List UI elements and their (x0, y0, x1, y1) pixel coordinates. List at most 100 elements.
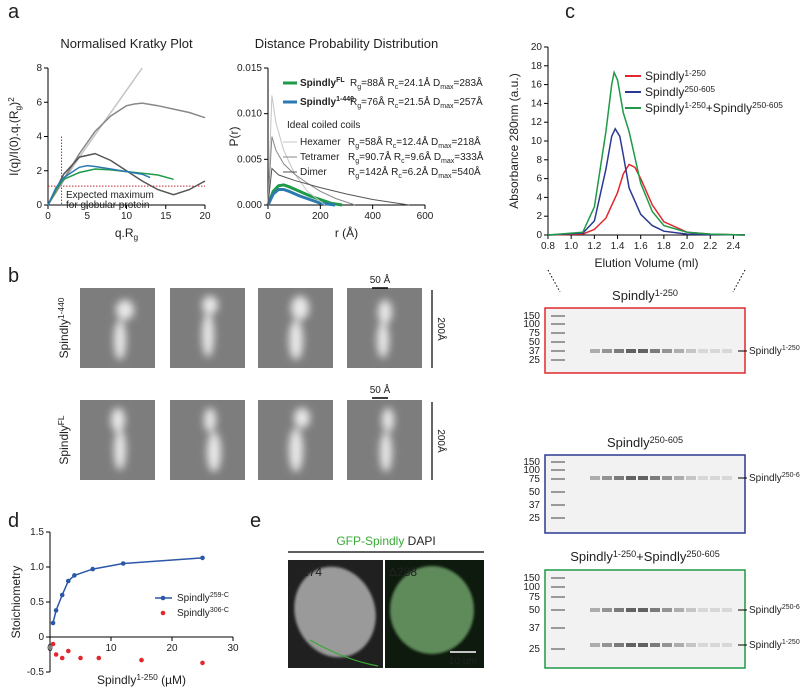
gel-band (698, 349, 708, 353)
text-part: (µM) (158, 673, 186, 687)
marker-label: 75 (529, 474, 541, 485)
scale-bar-label: 50 Å (370, 273, 391, 286)
scale-bar-label: 50 Å (370, 383, 391, 396)
legend-stats: Rg=76Å Rc=21.5Å Dmax=257Å (350, 95, 483, 110)
decor (80, 269, 746, 668)
ladder-band (551, 577, 565, 579)
series-line (547, 127, 746, 236)
marker-label: 37 (529, 623, 541, 634)
ladder-band (551, 609, 565, 611)
x-tick-label: 20 (199, 211, 211, 222)
y-tick-label: 1.0 (30, 562, 44, 573)
gel-band (638, 608, 648, 612)
gfp-fiber (309, 639, 379, 667)
y-tick-label: 16 (531, 80, 543, 91)
series-line (267, 136, 356, 206)
text-part: =90.7Å R (359, 150, 401, 163)
legend-label: Spindly306-C (177, 607, 229, 619)
legend-label: SpindlyFL (300, 77, 345, 89)
x-axis-label: q.Rg (115, 226, 139, 242)
x-tick-label: 10 (105, 643, 117, 654)
text-part: 259-C (210, 592, 229, 599)
point (72, 573, 77, 578)
text-part: ) (7, 102, 21, 106)
gel-title: Spindly1-250+Spindly250-605 (570, 549, 720, 564)
gel-band (686, 643, 696, 647)
height-bar-label: 200Å (435, 429, 448, 453)
y-tick-label: 0 (36, 200, 42, 211)
point (50, 620, 56, 626)
marker-label: 50 (529, 337, 541, 348)
gel (544, 307, 746, 374)
text-part: DAPI (404, 534, 435, 548)
legend-label: Hexamer (300, 137, 341, 148)
text-part: =58Å R (359, 135, 393, 148)
panel-label: e (250, 510, 261, 532)
y-axis-label: Absorbance 280nm (a.u.) (507, 73, 521, 208)
y-tick-label: 20 (531, 42, 543, 53)
x-tick-label: 2.4 (726, 241, 740, 252)
legend-label: Spindly259-C (177, 592, 229, 604)
marker-label: 150 (523, 311, 540, 322)
x-tick-label: 0.8 (541, 241, 555, 252)
text-part: Spindly (300, 97, 337, 108)
chart-title: Distance Probability Distribution (255, 36, 439, 51)
gel-band (686, 608, 696, 612)
image-label: Δ274 (294, 565, 322, 579)
gel-band (686, 349, 696, 353)
gel-band (614, 349, 624, 353)
nucleus (390, 566, 474, 654)
text-part: q.R (115, 226, 134, 240)
legend-marker (160, 610, 166, 616)
text-part: max (438, 173, 452, 180)
series-line (47, 164, 151, 206)
point (96, 655, 102, 661)
image-label: Δ288 (389, 565, 417, 579)
text-part: =76Å R (361, 95, 395, 108)
legend-stats: Rg=90.7Å Rc=9.6Å Dmax=333Å (348, 150, 484, 165)
panel-label: c (565, 1, 575, 23)
text-part: 250-605 (782, 604, 800, 611)
gel-band (590, 476, 600, 480)
panel-label: b (8, 265, 19, 287)
series-line (47, 168, 174, 206)
point (200, 660, 205, 666)
gel-band (686, 476, 696, 480)
text-part: Spindly (749, 605, 782, 616)
gel-band (662, 643, 672, 647)
point (53, 608, 59, 613)
x-axis-label: Elution Volume (ml) (594, 256, 698, 270)
text-part: =142Å R (359, 165, 398, 178)
y-tick-label: 0.000 (237, 200, 262, 211)
text-part: =540Å (452, 165, 482, 178)
gel-band (710, 643, 720, 647)
image-title: GFP-Spindly DAPI (336, 534, 435, 548)
x-tick-label: 0 (45, 211, 51, 222)
gel-band (698, 476, 708, 480)
text-part: max (438, 143, 452, 150)
series-line (547, 163, 746, 236)
marker-label: 50 (529, 487, 541, 498)
chart-title: Normalised Kratky Plot (60, 36, 193, 51)
row-label: SpindlyFL (56, 415, 71, 464)
y-tick-label: -0.5 (27, 667, 45, 678)
gel-band (674, 476, 684, 480)
series-line (267, 95, 326, 206)
point (66, 648, 71, 654)
gel-band (662, 476, 672, 480)
ladder-band (551, 323, 565, 325)
gel-band (710, 476, 720, 480)
height-bar-label: 200Å (435, 317, 448, 341)
ladder-band (551, 359, 565, 361)
ladder-band (551, 461, 565, 463)
y-tick-label: 0.010 (237, 109, 262, 120)
text-part: +Spindly (706, 101, 752, 115)
gel-band (650, 349, 660, 353)
x-tick-label: 600 (417, 211, 434, 222)
gel-band (722, 476, 732, 480)
x-tick-label: 400 (364, 211, 381, 222)
ladder-band (551, 586, 565, 588)
text-part: g (134, 232, 139, 242)
y-tick-label: 10 (531, 136, 543, 147)
